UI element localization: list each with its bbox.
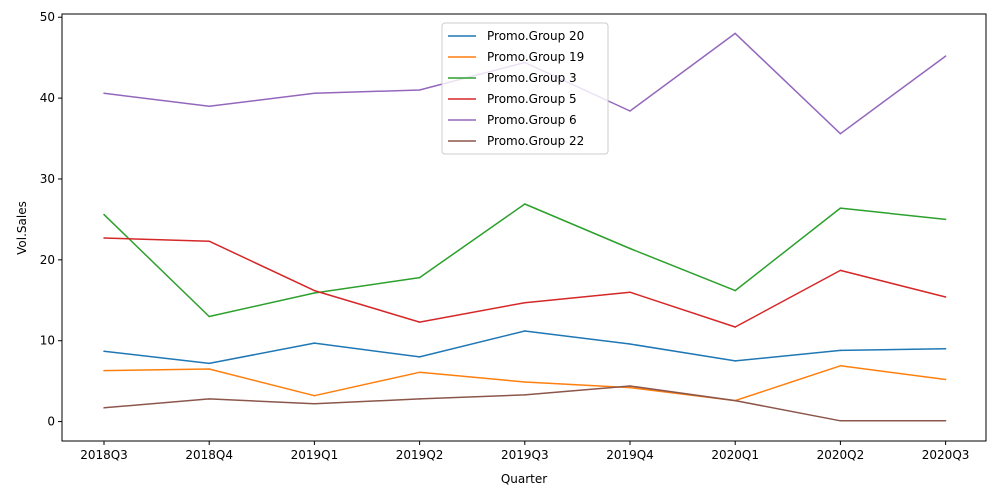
data-point (418, 89, 421, 91)
data-point (418, 321, 421, 323)
series-line-6 (103, 385, 946, 422)
data-point (103, 407, 105, 409)
y-axis-title: Vol.Sales (15, 201, 29, 255)
data-point (944, 348, 947, 350)
legend-label: Promo.Group 19 (487, 50, 584, 64)
data-point (208, 240, 210, 242)
x-tick-label: 2019Q2 (396, 448, 444, 462)
y-tick-label: 40 (40, 91, 55, 105)
data-point (418, 276, 421, 279)
data-point (103, 213, 105, 216)
data-point (944, 420, 947, 422)
data-point (313, 92, 316, 95)
y-tick-label: 50 (40, 10, 55, 24)
x-tick-label: 2020Q3 (922, 448, 970, 462)
legend-box (441, 22, 609, 155)
x-tick-label: 2018Q4 (185, 448, 233, 462)
data-point (208, 362, 210, 365)
legend-label: Promo.Group 5 (487, 92, 577, 106)
data-point (208, 105, 210, 107)
data-point (734, 326, 736, 328)
data-point (629, 291, 631, 293)
data-point (524, 394, 526, 396)
data-point (944, 218, 947, 221)
x-tick-label: 2020Q2 (817, 448, 865, 462)
series-line-4 (103, 237, 946, 328)
y-tick-label: 30 (40, 172, 55, 186)
legend: Promo.Group 20 Promo.Group 19 Promo.Group … (441, 22, 609, 155)
series-line-3 (103, 203, 946, 318)
plot-frame (61, 13, 987, 442)
data-point (418, 371, 421, 374)
data-point (944, 378, 947, 381)
data-point (208, 398, 210, 400)
data-point (418, 356, 421, 358)
data-point (103, 92, 105, 95)
data-point (839, 132, 842, 135)
y-tick-label: 10 (40, 334, 55, 348)
x-tick-label: 2019Q3 (501, 448, 549, 462)
y-axis-ticks: 0 10 20 30 40 50 (40, 10, 62, 429)
data-point (524, 330, 526, 332)
data-point (629, 110, 631, 112)
x-tick-label: 2019Q1 (291, 448, 339, 462)
x-tick-label: 2019Q4 (606, 448, 654, 462)
data-point (734, 289, 736, 292)
x-tick-label: 2018Q3 (80, 448, 128, 462)
data-point (313, 403, 316, 405)
y-tick-label: 20 (40, 253, 55, 267)
series-line-1 (103, 330, 946, 365)
data-point (944, 296, 947, 298)
data-point (313, 292, 316, 294)
data-point (944, 55, 947, 57)
data-point (629, 247, 631, 250)
x-axis-ticks: 2018Q3 2018Q4 2019Q1 2019Q2 2019Q3 2019Q4 2020… (80, 441, 969, 462)
data-point (313, 342, 316, 344)
data-point (734, 399, 736, 402)
legend-label: Promo.Group 20 (487, 29, 584, 43)
legend-label: Promo.Group 6 (487, 113, 577, 127)
data-point (629, 343, 631, 345)
x-axis-title: Quarter (501, 472, 547, 486)
x-tick-label: 2020Q1 (711, 448, 759, 462)
data-point (839, 365, 842, 367)
series-layer (103, 32, 947, 422)
data-point (418, 398, 421, 400)
data-point (734, 360, 736, 362)
data-point (313, 394, 316, 397)
data-point (629, 385, 631, 387)
data-point (524, 203, 526, 205)
data-point (208, 315, 210, 318)
data-point (524, 381, 526, 383)
data-point (839, 269, 842, 272)
data-point (629, 386, 631, 389)
data-point (524, 301, 526, 304)
data-point (839, 349, 842, 352)
legend-label: Promo.Group 22 (487, 134, 584, 148)
data-point (734, 32, 736, 35)
legend-label: Promo.Group 3 (487, 71, 577, 85)
y-tick-label: 0 (47, 415, 55, 429)
data-point (103, 350, 105, 352)
data-point (839, 420, 842, 422)
data-point (208, 368, 210, 370)
data-point (839, 207, 842, 209)
data-point (103, 237, 105, 239)
data-point (103, 369, 105, 372)
data-point (313, 289, 316, 292)
